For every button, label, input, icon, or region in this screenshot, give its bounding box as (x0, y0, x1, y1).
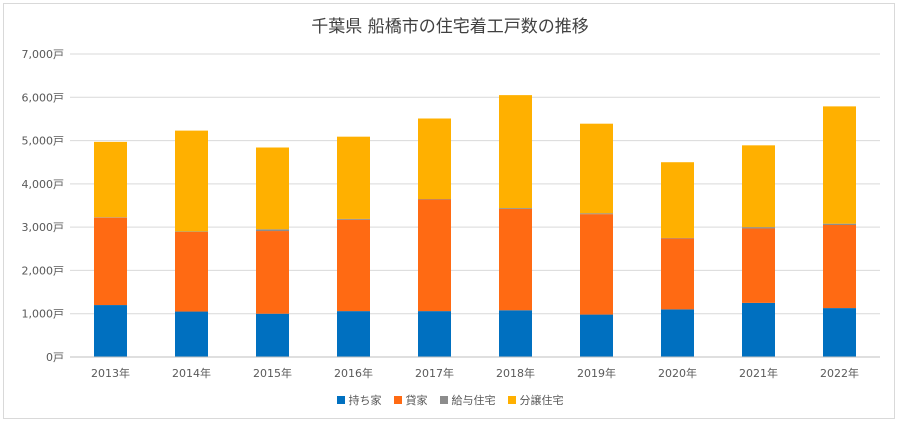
bar-segment (418, 311, 451, 357)
bar-segment (175, 231, 208, 312)
bar-segment (661, 162, 694, 238)
bar-segment (580, 314, 613, 357)
bar-segment (418, 199, 451, 312)
bar-segment (742, 302, 775, 357)
bar-segment (823, 223, 856, 225)
legend-label: 持ち家 (348, 394, 382, 407)
legend-swatch (507, 396, 516, 404)
x-axis-ticks: 2013年 2014年 2015年 2016年 2017年 2018年 2019年 2020年… (91, 366, 859, 380)
chart-title: 千葉県 船橋市の住宅着工戸数の推移 (311, 17, 589, 37)
x-tick-label: 2021年 (739, 366, 778, 380)
bar-segment (742, 145, 775, 228)
x-tick-label: 2019年 (577, 366, 616, 380)
x-tick-label: 2017年 (415, 366, 454, 380)
bar-segment (337, 218, 370, 220)
bar-segment (94, 141, 127, 218)
bar-segment (742, 228, 775, 303)
bar-segment (823, 106, 856, 224)
bar-segment (337, 219, 370, 312)
x-tick-label: 2018年 (496, 366, 535, 380)
bar-segment (337, 311, 370, 357)
y-axis-ticks: 0戸 1,000戸 2,000戸 3,000戸 4,000戸 5,000戸 6,000戸 7,… (22, 48, 65, 364)
legend-item: 持ち家 (336, 392, 382, 408)
x-tick-label: 2022年 (820, 366, 859, 380)
x-tick-label: 2016年 (334, 366, 373, 380)
x-tick-label: 2014年 (172, 366, 211, 380)
y-tick-label: 5,000戸 (22, 135, 65, 148)
bar-segment (94, 305, 127, 357)
bar-segment (418, 118, 451, 200)
bar-segment (823, 224, 856, 309)
bar-segment (580, 213, 613, 215)
bar-segment (499, 310, 532, 357)
bar-segment (499, 95, 532, 209)
bar-segment (337, 136, 370, 219)
y-tick-label: 2,000戸 (22, 264, 65, 277)
x-tick-label: 2020年 (658, 366, 697, 380)
bar-segment (823, 308, 856, 357)
legend-label: 分譲住宅 (519, 394, 564, 407)
y-tick-label: 3,000戸 (22, 221, 65, 234)
bar-segment (580, 123, 613, 214)
x-tick-label: 2015年 (253, 366, 292, 380)
bar-segment (256, 229, 289, 232)
y-tick-label: 1,000戸 (22, 308, 65, 321)
y-tick-label: 0戸 (46, 351, 64, 364)
bar-segment (256, 313, 289, 357)
legend: 持ち家 貸家 給与住宅 分譲住宅 (0, 392, 900, 408)
bar-segment (256, 231, 289, 314)
legend-item: 給与住宅 (439, 392, 496, 408)
legend-item: 分譲住宅 (507, 392, 564, 408)
y-tick-label: 6,000戸 (22, 91, 65, 104)
bar-segment (499, 208, 532, 209)
bar-segment (742, 227, 775, 229)
legend-label: 貸家 (405, 394, 428, 407)
bars (94, 95, 856, 357)
bar-segment (256, 147, 289, 230)
legend-swatch (439, 396, 448, 404)
bar-segment (175, 311, 208, 357)
bar-segment (175, 130, 208, 232)
bar-segment (661, 238, 694, 310)
bar-segment (94, 217, 127, 306)
bar-segment (580, 214, 613, 315)
legend-item: 貸家 (393, 392, 428, 408)
bar-segment (499, 208, 532, 311)
y-tick-label: 4,000戸 (22, 178, 65, 191)
y-tick-label: 7,000戸 (22, 48, 65, 61)
legend-label: 給与住宅 (451, 394, 496, 407)
bar-segment (661, 309, 694, 357)
legend-swatch (336, 396, 345, 404)
x-tick-label: 2013年 (91, 366, 130, 380)
legend-swatch (393, 396, 402, 404)
